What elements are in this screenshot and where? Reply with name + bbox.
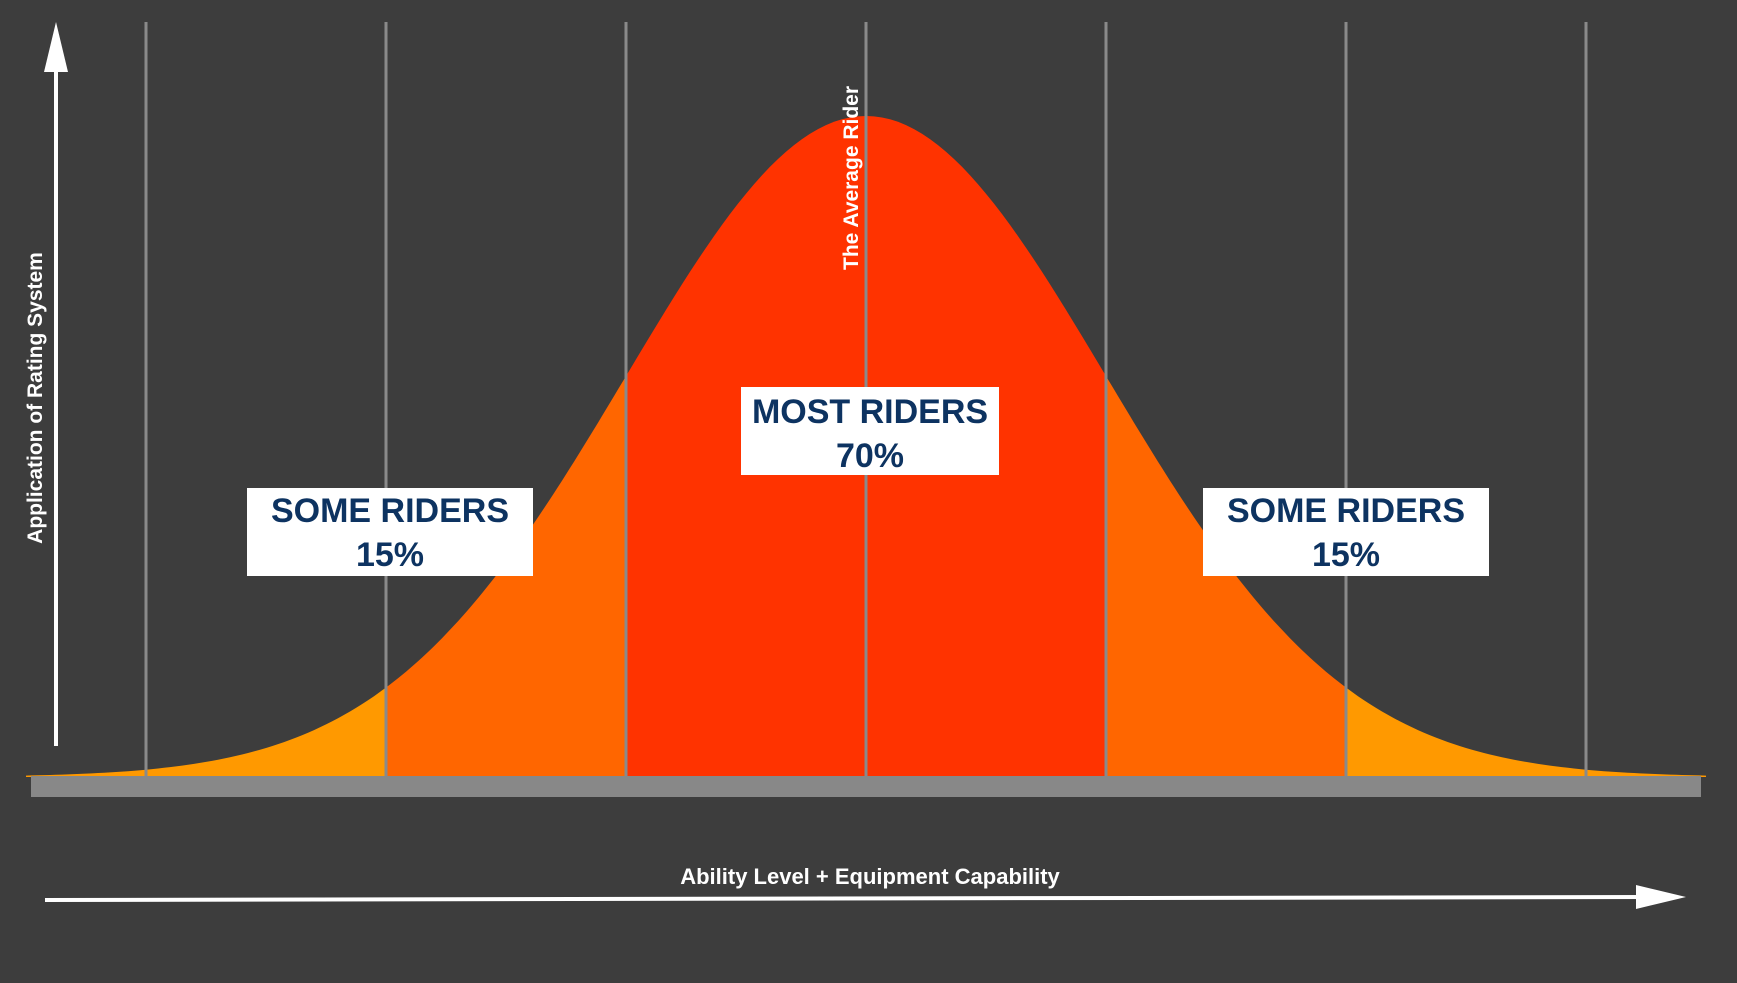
x-axis-label: Ability Level + Equipment Capability [680,864,1060,889]
band-some-right [1106,376,1346,777]
x-axis-baseline [31,776,1701,797]
band-some-left [386,376,626,777]
label-box-some-left: SOME RIDERS 15% [247,488,533,576]
label-box-some-right: SOME RIDERS 15% [1203,488,1489,576]
label-most-line1: MOST RIDERS [752,393,988,431]
band-tail-left [26,687,386,777]
mean-label: The Average Rider [840,86,863,270]
y-axis-label: Application of Rating System [24,252,47,544]
band-tail-right [1346,687,1706,777]
label-some-right-line1: SOME RIDERS [1227,492,1465,530]
label-box-most: MOST RIDERS 70% [741,387,999,475]
label-some-left-line1: SOME RIDERS [271,492,509,530]
x-axis-arrowhead [1636,885,1686,909]
y-axis-arrowhead [44,22,68,72]
label-some-left-line2: 15% [356,536,424,574]
x-axis-arrow-line [44,895,1651,902]
label-some-right-line2: 15% [1312,536,1380,574]
label-most-line2: 70% [836,437,904,475]
